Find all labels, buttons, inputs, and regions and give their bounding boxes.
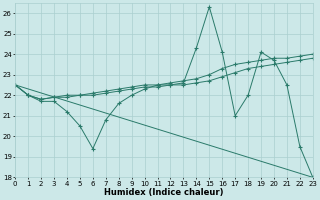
X-axis label: Humidex (Indice chaleur): Humidex (Indice chaleur) <box>104 188 224 197</box>
